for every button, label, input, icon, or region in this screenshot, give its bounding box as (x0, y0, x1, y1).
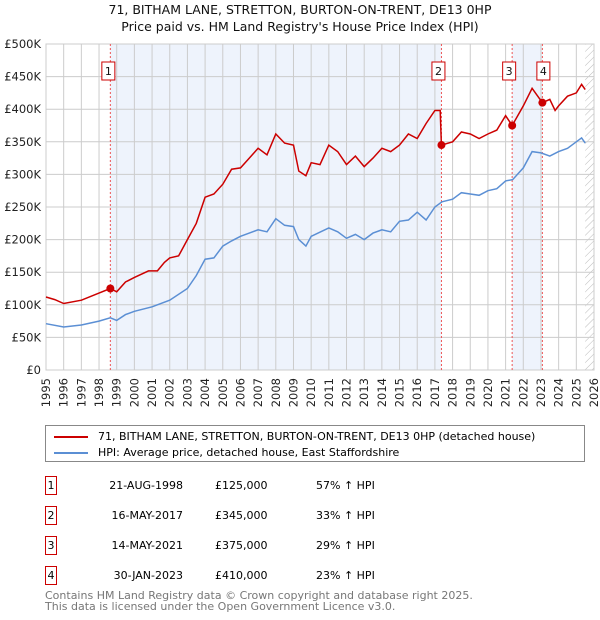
sale-label-box (502, 61, 517, 81)
x-tick-label: 2016 (410, 378, 424, 407)
y-tick-label: £50K (12, 330, 42, 344)
x-tick-label: 2005 (216, 378, 230, 407)
sale-label-number: 3 (506, 65, 513, 78)
sale-hpi-diff: 57% ↑ HPI (316, 479, 375, 492)
sale-point (106, 284, 115, 293)
legend: 71, BITHAM LANE, STRETTON, BURTON-ON-TRE… (45, 425, 585, 462)
x-tick-label: 2000 (127, 378, 141, 407)
sale-label-number: 2 (435, 65, 442, 78)
sale-number-badge: 4 (45, 566, 57, 585)
sale-price: £345,000 (215, 509, 268, 522)
sale-row: 4 30-JAN-2023 £410,000 23% ↑ HPI (45, 566, 465, 586)
sale-row: 1 21-AUG-1998 £125,000 57% ↑ HPI (45, 476, 465, 496)
x-tick-label: 2010 (304, 378, 318, 407)
series-line (45, 83, 586, 305)
sale-date: 30-JAN-2023 (113, 569, 183, 582)
x-tick-label: 2003 (180, 378, 194, 407)
x-tick-label: 2019 (463, 378, 477, 407)
x-tick-label: 2026 (587, 378, 600, 407)
y-tick-label: £100K (4, 298, 41, 312)
sale-label-box (431, 61, 446, 81)
sale-label-box (536, 61, 551, 81)
x-tick-label: 1998 (92, 378, 106, 407)
sale-hpi-diff: 33% ↑ HPI (316, 509, 375, 522)
x-tick-label: 2018 (446, 378, 460, 407)
legend-label: HPI: Average price, detached house, East… (98, 446, 400, 459)
footer: Contains HM Land Registry data © Crown c… (45, 590, 473, 612)
sale-label-number: 1 (105, 65, 112, 78)
y-tick-label: £500K (4, 37, 41, 51)
sale-date: 16-MAY-2017 (111, 509, 183, 522)
legend-swatch-red (54, 435, 88, 438)
y-tick-label: £150K (4, 265, 41, 279)
x-tick-label: 2020 (481, 378, 495, 407)
sale-row: 2 16-MAY-2017 £345,000 33% ↑ HPI (45, 506, 465, 526)
sale-number-badge: 1 (45, 476, 57, 495)
x-tick-label: 2012 (340, 378, 354, 407)
footer-line-1: Contains HM Land Registry data © Crown c… (45, 589, 473, 602)
chart-plot: 1995 1996 1997 1998 1999 2000 2001 2002 2003 2004… (4, 37, 600, 407)
y-tick-label: £250K (4, 200, 41, 214)
x-tick-label: 2014 (375, 378, 389, 407)
x-tick-label: 1996 (57, 378, 71, 407)
sale-number-badge: 2 (45, 506, 57, 525)
sale-hpi-diff: 29% ↑ HPI (316, 539, 375, 552)
x-tick-label: 1995 (39, 378, 53, 407)
x-tick-label: 2023 (534, 378, 548, 407)
y-tick-label: £450K (4, 70, 41, 84)
x-tick-label: 2004 (198, 378, 212, 407)
sale-row: 3 14-MAY-2021 £375,000 29% ↑ HPI (45, 536, 465, 556)
x-tick-label: 2007 (251, 378, 265, 407)
y-tick-label: £350K (4, 135, 41, 149)
sale-point (538, 98, 547, 107)
chart-subtitle: Price paid vs. HM Land Registry's House … (121, 19, 479, 34)
sale-label-box (101, 61, 116, 81)
x-tick-label: 1997 (74, 378, 88, 407)
sale-point (437, 141, 446, 150)
x-tick-label: 2022 (516, 378, 530, 407)
series-line (45, 136, 586, 328)
y-tick-label: £400K (4, 102, 41, 116)
x-tick-label: 2021 (499, 378, 513, 407)
x-tick-label: 2001 (145, 378, 159, 407)
x-tick-label: 2013 (357, 378, 371, 407)
sale-label-number: 4 (540, 65, 547, 78)
legend-label: 71, BITHAM LANE, STRETTON, BURTON-ON-TRE… (98, 430, 536, 443)
x-tick-label: 2015 (393, 378, 407, 407)
plot-frame (45, 43, 595, 371)
x-tick-label: 2009 (286, 378, 300, 407)
sale-date: 14-MAY-2021 (111, 539, 183, 552)
footer-line-2: This data is licensed under the Open Gov… (45, 600, 396, 613)
sale-hpi-diff: 23% ↑ HPI (316, 569, 375, 582)
sale-price: £125,000 (215, 479, 268, 492)
legend-swatch-blue (54, 451, 88, 454)
y-tick-label: £0 (26, 363, 41, 377)
x-tick-label: 2011 (322, 378, 336, 407)
x-tick-label: 2008 (269, 378, 283, 407)
x-tick-label: 1999 (110, 378, 124, 407)
x-tick-label: 2002 (163, 378, 177, 407)
x-tick-label: 2006 (233, 378, 247, 407)
sale-date: 21-AUG-1998 (109, 479, 183, 492)
y-tick-label: £300K (4, 167, 41, 181)
x-tick-label: 2025 (569, 378, 583, 407)
chart-title: 71, BITHAM LANE, STRETTON, BURTON-ON-TRE… (108, 2, 492, 17)
x-tick-label: 2017 (428, 378, 442, 407)
sale-point (508, 121, 517, 130)
legend-item-property: 71, BITHAM LANE, STRETTON, BURTON-ON-TRE… (54, 430, 535, 443)
sale-price: £375,000 (215, 539, 268, 552)
legend-item-hpi: HPI: Average price, detached house, East… (54, 446, 399, 459)
y-tick-label: £200K (4, 233, 41, 247)
sale-number-badge: 3 (45, 536, 57, 555)
x-tick-label: 2024 (552, 378, 566, 407)
sale-price: £410,000 (215, 569, 268, 582)
